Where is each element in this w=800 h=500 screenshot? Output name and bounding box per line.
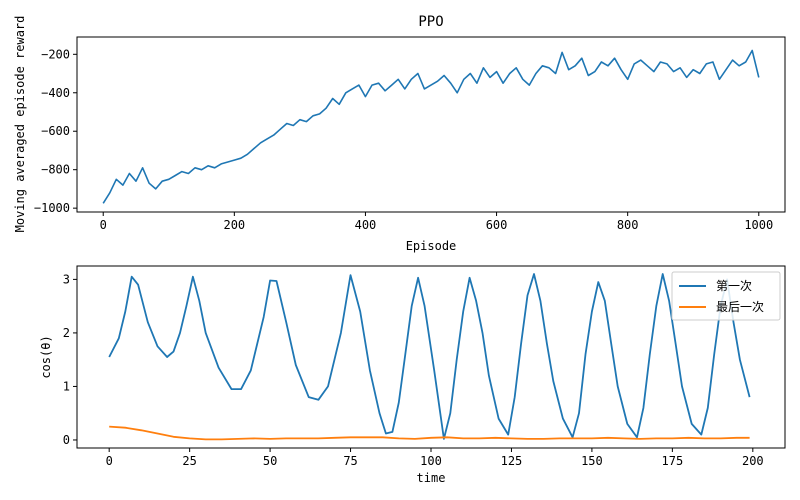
series-line-last	[109, 425, 750, 441]
y-tick-label: −600	[41, 124, 70, 138]
x-tick-label: 1000	[744, 218, 773, 232]
cos-theta-chart: 0 25 50 75 100 125 150 175 200 0 1 2 3 time cos(θ) 第…	[39, 265, 786, 485]
x-axis-label: Episode	[406, 239, 457, 253]
legend-label-first: 第一次	[716, 279, 752, 293]
y-tick-label: 0	[63, 433, 70, 447]
x-tick-label: 150	[581, 454, 603, 468]
x-tick-label: 200	[223, 218, 245, 232]
plot-frame-top	[76, 36, 786, 213]
y-tick-label: −800	[41, 163, 70, 177]
x-axis-label: time	[417, 471, 446, 485]
y-tick-label: 1	[63, 379, 70, 393]
y-axis-label: cos(θ)	[39, 335, 53, 378]
reward-line	[102, 49, 760, 204]
y-tick-label: 2	[63, 326, 70, 340]
x-tick-label: 75	[343, 454, 357, 468]
x-tick-label: 100	[420, 454, 442, 468]
series-line-first	[108, 273, 751, 440]
x-tick-label: 50	[263, 454, 277, 468]
chart-title: PPO	[418, 14, 443, 30]
x-tick-label: 200	[742, 454, 764, 468]
y-tick-label: −400	[41, 86, 70, 100]
reward-chart: PPO 0 200 400 600 800 1000 −1000 −800 −600 −400 −2…	[13, 14, 786, 253]
y-tick-label: −200	[41, 47, 70, 61]
y-tick-label: 3	[63, 272, 70, 286]
y-axis-label: Moving averaged episode reward	[13, 16, 27, 233]
y-tick-label: −1000	[34, 201, 70, 215]
legend: 第一次 最后一次	[671, 271, 781, 321]
x-tick-label: 600	[486, 218, 508, 232]
x-tick-label: 25	[182, 454, 196, 468]
x-tick-label: 175	[662, 454, 684, 468]
x-tick-label: 125	[501, 454, 523, 468]
x-tick-label: 400	[355, 218, 377, 232]
x-tick-label: 0	[106, 454, 113, 468]
x-tick-label: 800	[617, 218, 639, 232]
legend-label-last: 最后一次	[716, 300, 764, 314]
x-tick-label: 0	[100, 218, 107, 232]
